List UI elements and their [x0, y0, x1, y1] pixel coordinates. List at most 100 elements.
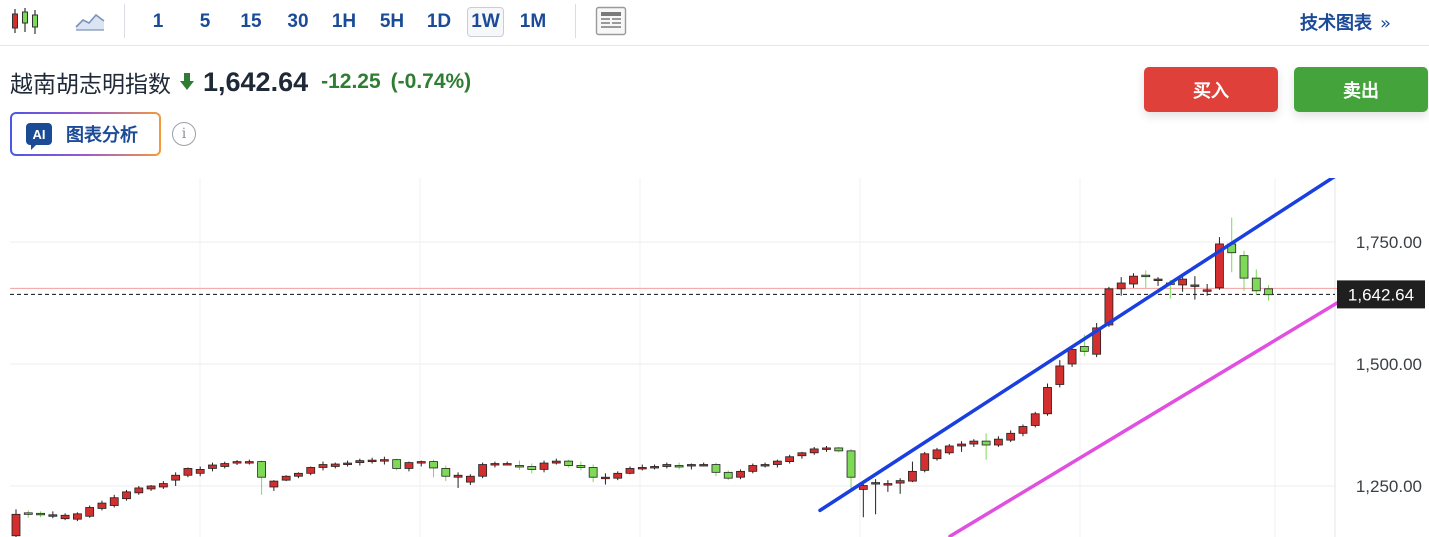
candle-body: [195, 469, 205, 474]
candle-body: [1055, 365, 1065, 385]
candle-body: [625, 468, 635, 474]
candle-body: [1043, 387, 1052, 415]
ai-chart-analysis-button[interactable]: AI 图表分析: [10, 112, 161, 156]
candle-body: [711, 464, 721, 473]
candle-body: [244, 461, 254, 464]
period-1m[interactable]: 1M: [519, 11, 547, 32]
candle-body: [36, 512, 45, 516]
current-price-tag: [1337, 280, 1425, 309]
period-1d[interactable]: 1D: [426, 11, 452, 32]
candle-body: [809, 448, 819, 454]
candle-body: [883, 483, 893, 486]
candle-body: [257, 461, 267, 478]
candlestick-chart-icon[interactable]: [8, 4, 42, 38]
candle-body: [1153, 278, 1163, 281]
candle-body: [895, 480, 905, 484]
candle-body: [330, 463, 340, 467]
chart-toolbar: 1 5 15 30 1H 5H 1D 1W 1M 技术图表 »: [0, 0, 1429, 46]
candle-body: [60, 514, 70, 520]
candle-body: [269, 480, 279, 488]
candle-body: [392, 459, 402, 469]
candle-body: [858, 485, 868, 490]
candle-body: [220, 463, 230, 467]
period-1min[interactable]: 1: [152, 11, 164, 32]
candle-body: [208, 464, 217, 469]
price-change-percent: (-0.74%): [390, 70, 472, 93]
candle-body: [527, 466, 537, 470]
candle-body: [1178, 278, 1187, 286]
price-change: -12.25: [321, 70, 381, 93]
candle-body: [822, 447, 831, 450]
technical-chart-link[interactable]: 技术图表 »: [1300, 9, 1391, 35]
double-chevron-right-icon: »: [1379, 13, 1391, 34]
sell-button[interactable]: 卖出: [1294, 67, 1428, 112]
candle-body: [613, 472, 623, 479]
candle-body: [871, 482, 880, 485]
buy-button[interactable]: 买入: [1144, 67, 1278, 112]
candle-body: [834, 447, 844, 452]
candle-body: [994, 438, 1003, 446]
candle-body: [1030, 413, 1040, 426]
candle-body: [490, 463, 500, 466]
period-5min[interactable]: 5: [199, 11, 211, 32]
instrument-name: 越南胡志明指数: [10, 72, 171, 98]
candle-body: [564, 460, 573, 466]
candle-body: [932, 449, 942, 460]
candle-body: [1018, 426, 1028, 434]
candle-body: [85, 507, 95, 517]
candle-body: [97, 502, 107, 509]
candle-body: [318, 464, 328, 468]
candle-body: [379, 459, 389, 462]
candle-body: [551, 460, 561, 464]
current-price-label: 1,642.64: [1348, 285, 1414, 304]
toolbar-separator: [575, 4, 576, 38]
candle-body: [785, 456, 795, 463]
candle-body: [1215, 243, 1224, 289]
candle-body: [416, 461, 426, 464]
candle-body: [232, 461, 242, 464]
lower-trendline: [948, 280, 1373, 537]
candle-body: [797, 452, 807, 457]
candle-body: [601, 476, 610, 480]
candle-body: [944, 445, 954, 454]
price-chart[interactable]: 1,750.00 1,500.00 1,250.00 1,642.64: [0, 178, 1429, 537]
candle-body: [478, 464, 488, 477]
last-price: 1,642.64: [203, 66, 309, 97]
candle-body: [11, 513, 21, 537]
candle-body: [772, 460, 782, 465]
toolbar-separator: [124, 4, 125, 38]
candle-body: [1006, 432, 1016, 441]
candle-body: [1079, 346, 1089, 352]
candle-body: [637, 467, 647, 470]
candle-body: [146, 485, 156, 490]
candle-body: [736, 470, 745, 478]
period-30min[interactable]: 30: [287, 11, 309, 32]
candle-body: [134, 487, 144, 494]
period-1w[interactable]: 1W: [467, 7, 504, 37]
info-icon[interactable]: i: [172, 122, 196, 146]
candle-body: [502, 463, 512, 466]
candle-body: [920, 453, 930, 471]
period-1h[interactable]: 1H: [331, 11, 357, 32]
period-5h[interactable]: 5H: [379, 11, 405, 32]
candle-body: [981, 440, 991, 446]
candle-body: [73, 513, 82, 520]
candle-body: [760, 464, 770, 467]
candle-body: [1239, 255, 1249, 279]
candle-body: [662, 464, 672, 467]
area-chart-icon[interactable]: [70, 4, 110, 38]
candle-body: [687, 464, 696, 467]
y-tick-label: 1,500.00: [1356, 355, 1422, 374]
technical-chart-label: 技术图表: [1299, 13, 1372, 34]
candle-body: [158, 483, 168, 488]
candle-body: [1264, 288, 1273, 296]
ai-button-label: 图表分析: [66, 125, 138, 146]
candle-body: [588, 467, 598, 478]
candle-body: [957, 443, 966, 447]
candle-body: [1092, 327, 1102, 355]
candle-body: [23, 512, 33, 515]
candle-body: [1116, 282, 1126, 290]
layout-icon[interactable]: [594, 4, 628, 38]
y-tick-label: 1,750.00: [1356, 233, 1422, 252]
period-15min[interactable]: 15: [240, 11, 262, 32]
